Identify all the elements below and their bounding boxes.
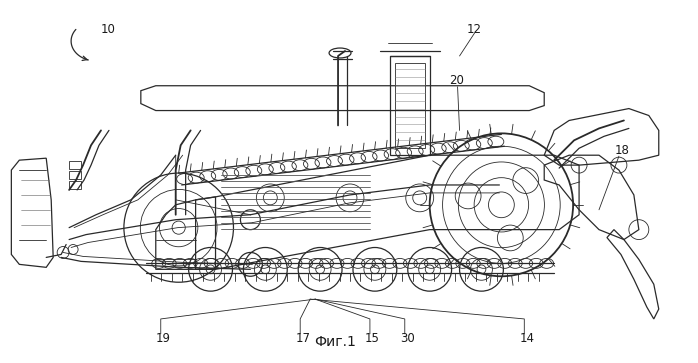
Text: 15: 15	[365, 332, 380, 345]
Text: 10: 10	[101, 23, 116, 36]
Text: 18: 18	[615, 144, 630, 157]
Text: 30: 30	[400, 332, 415, 345]
Text: 17: 17	[295, 332, 310, 345]
FancyArrowPatch shape	[82, 56, 87, 61]
Text: Фиг.1: Фиг.1	[314, 335, 356, 350]
Text: 20: 20	[450, 74, 464, 87]
Text: 19: 19	[156, 332, 171, 345]
Text: 12: 12	[466, 23, 482, 36]
Text: 14: 14	[519, 332, 535, 345]
